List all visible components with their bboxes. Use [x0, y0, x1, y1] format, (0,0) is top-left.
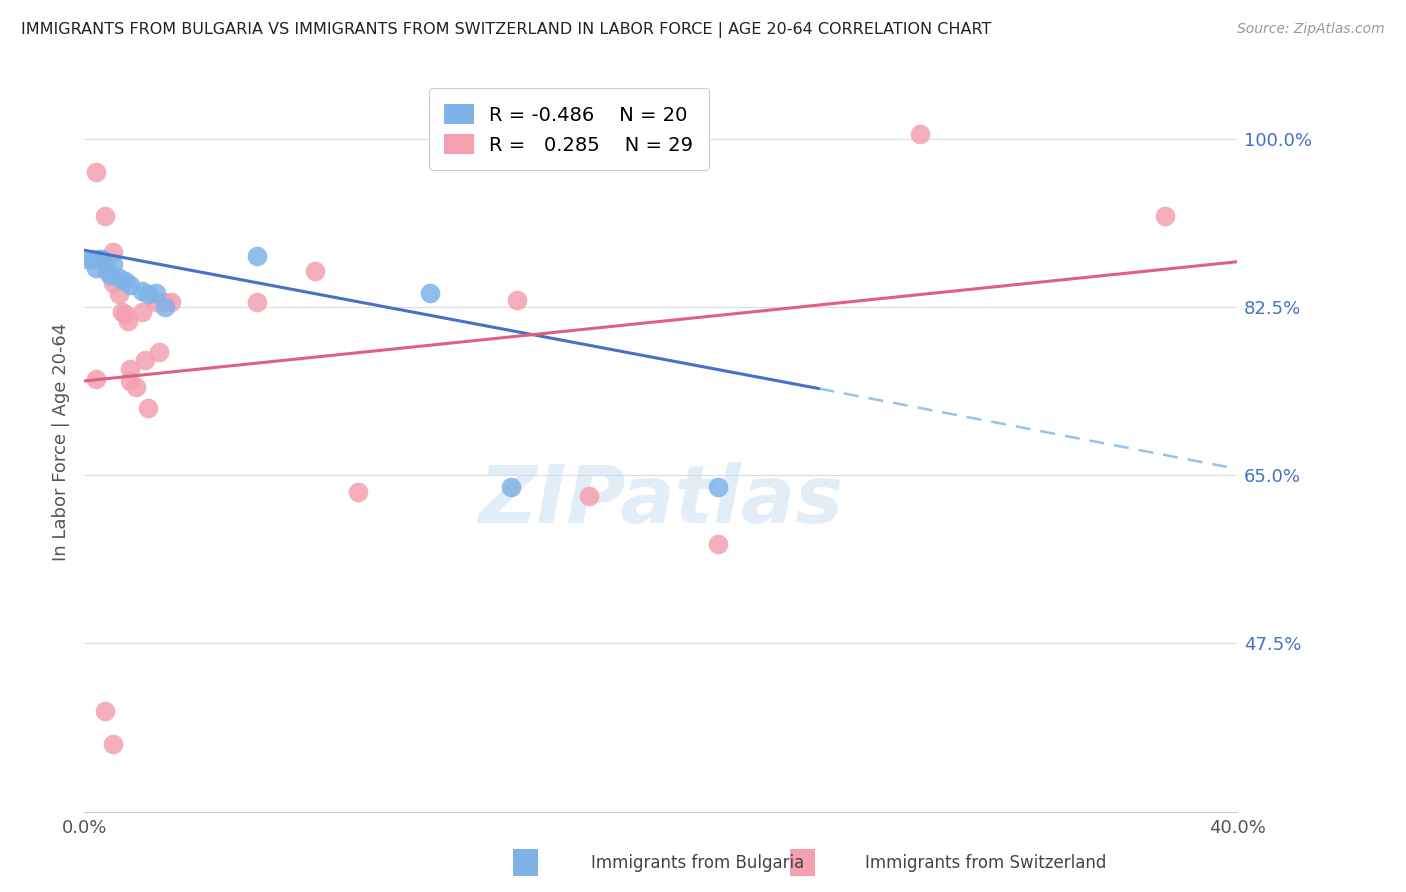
Point — [103, 245, 124, 260]
Point — [96, 264, 118, 278]
Point — [910, 127, 932, 141]
Point — [84, 165, 107, 179]
Point — [707, 537, 730, 551]
Point — [1154, 209, 1177, 223]
Point — [111, 304, 134, 318]
Point — [120, 362, 142, 376]
Text: Immigrants from Bulgaria: Immigrants from Bulgaria — [591, 855, 804, 872]
Point — [347, 485, 370, 500]
Point — [506, 293, 529, 308]
Point — [82, 252, 104, 266]
Point — [153, 300, 176, 314]
Point — [120, 277, 142, 292]
Text: Source: ZipAtlas.com: Source: ZipAtlas.com — [1237, 22, 1385, 37]
Text: Immigrants from Switzerland: Immigrants from Switzerland — [865, 855, 1107, 872]
Point — [304, 264, 326, 278]
Point — [246, 249, 269, 263]
Point — [93, 704, 115, 718]
Point — [578, 489, 600, 503]
Point — [114, 274, 136, 288]
Point — [98, 268, 121, 283]
Point — [136, 401, 159, 415]
Point — [87, 252, 110, 266]
Point — [93, 257, 115, 271]
Point — [136, 287, 159, 301]
Point — [90, 252, 112, 266]
Point — [145, 295, 167, 310]
Point — [120, 374, 142, 388]
Point — [103, 257, 124, 271]
Point — [148, 345, 170, 359]
Point — [153, 295, 176, 310]
Y-axis label: In Labor Force | Age 20-64: In Labor Force | Age 20-64 — [52, 322, 70, 561]
Point — [84, 372, 107, 386]
Point — [145, 285, 167, 300]
Point — [108, 287, 131, 301]
Point — [84, 261, 107, 276]
Point — [125, 380, 148, 394]
Point — [131, 284, 153, 298]
Point — [707, 480, 730, 494]
Legend: R = -0.486    N = 20, R =   0.285    N = 29: R = -0.486 N = 20, R = 0.285 N = 29 — [429, 88, 709, 170]
Text: ZIPatlas: ZIPatlas — [478, 462, 844, 540]
Point — [114, 307, 136, 321]
Point — [76, 252, 98, 266]
Point — [131, 304, 153, 318]
Point — [499, 480, 522, 494]
Point — [103, 276, 124, 290]
Point — [108, 271, 131, 285]
Text: IMMIGRANTS FROM BULGARIA VS IMMIGRANTS FROM SWITZERLAND IN LABOR FORCE | AGE 20-: IMMIGRANTS FROM BULGARIA VS IMMIGRANTS F… — [21, 22, 991, 38]
Point — [160, 295, 183, 310]
Point — [134, 352, 156, 367]
Point — [117, 314, 139, 328]
Point — [93, 209, 115, 223]
Point — [246, 295, 269, 310]
Point — [419, 285, 441, 300]
Point — [103, 738, 124, 752]
